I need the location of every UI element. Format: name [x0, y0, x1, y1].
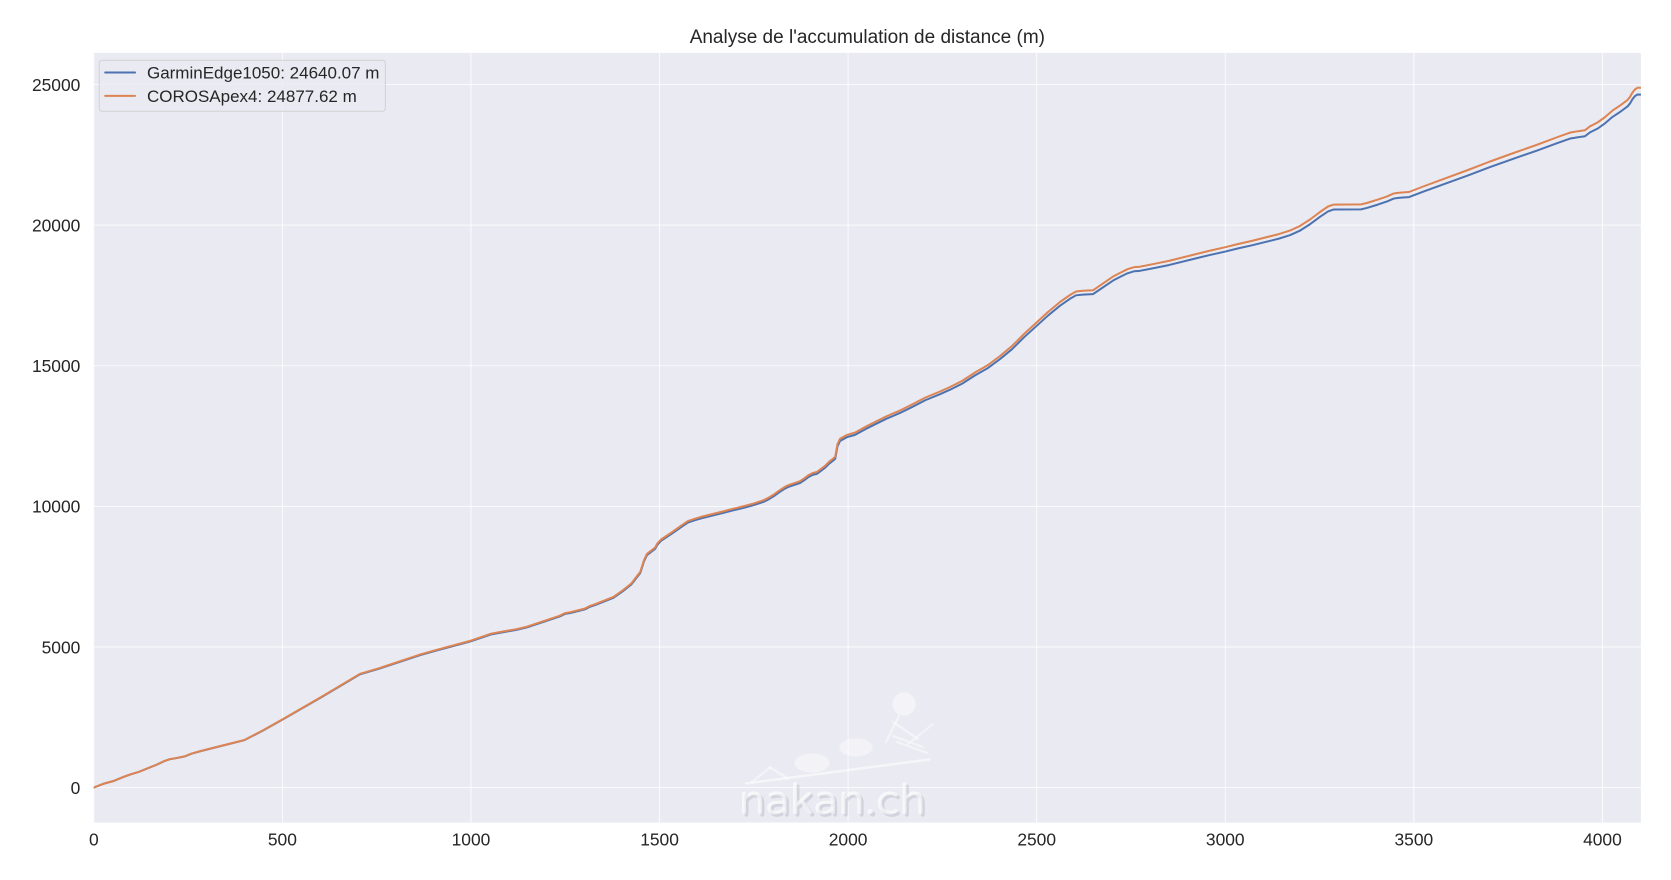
svg-text:3500: 3500	[1395, 829, 1434, 849]
svg-text:GarminEdge1050: 24640.07 m: GarminEdge1050: 24640.07 m	[147, 63, 379, 82]
svg-text:1500: 1500	[640, 829, 679, 849]
svg-text:4000: 4000	[1583, 829, 1622, 849]
svg-text:3000: 3000	[1206, 829, 1245, 849]
svg-text:10000: 10000	[32, 497, 80, 517]
svg-text:Analyse de l'accumulation de d: Analyse de l'accumulation de distance (m…	[690, 27, 1045, 48]
svg-text:2000: 2000	[829, 829, 868, 849]
svg-text:5000: 5000	[42, 637, 81, 657]
svg-text:0: 0	[71, 778, 81, 798]
svg-text:20000: 20000	[32, 215, 80, 235]
svg-text:1000: 1000	[452, 829, 491, 849]
svg-text:0: 0	[89, 829, 99, 849]
svg-text:500: 500	[268, 829, 297, 849]
svg-text:15000: 15000	[32, 356, 80, 376]
svg-text:25000: 25000	[32, 75, 80, 95]
svg-text:2500: 2500	[1017, 829, 1056, 849]
svg-text:COROSApex4: 24877.62 m: COROSApex4: 24877.62 m	[147, 87, 357, 106]
